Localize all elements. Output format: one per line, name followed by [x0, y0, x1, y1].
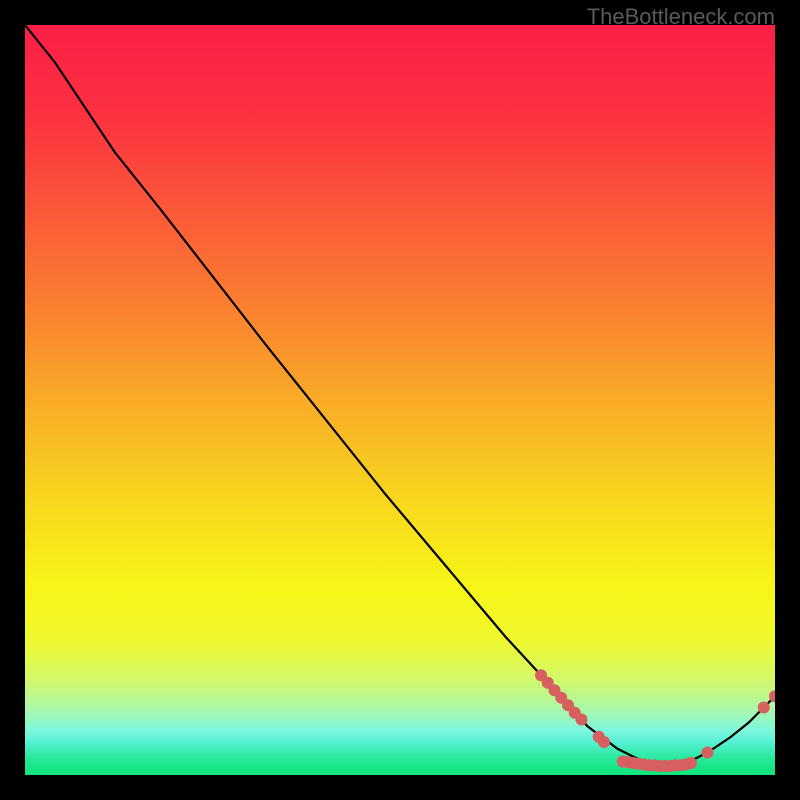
data-marker [685, 757, 697, 769]
bottleneck-curve [25, 25, 775, 765]
data-marker [598, 736, 610, 748]
watermark-text: TheBottleneck.com [587, 4, 775, 30]
marker-group [535, 669, 775, 772]
bottleneck-chart [25, 25, 775, 775]
data-marker [702, 747, 714, 759]
data-marker [576, 714, 588, 726]
chart-overlay [25, 25, 775, 775]
data-marker [758, 702, 770, 714]
